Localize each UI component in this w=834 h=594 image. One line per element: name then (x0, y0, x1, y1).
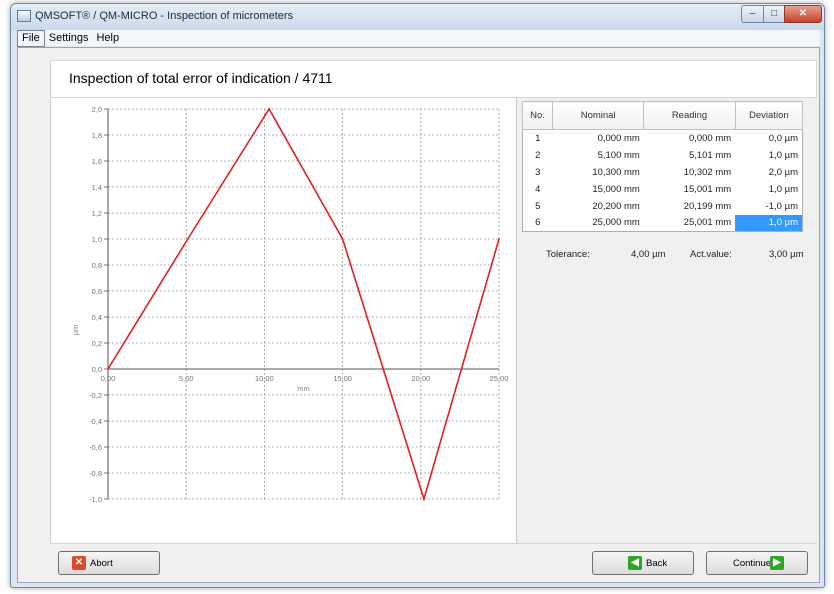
x-tick-label: 15,00 (333, 374, 352, 383)
y-tick-label: 1,4 (92, 183, 102, 192)
cell-no: 2 (523, 147, 553, 164)
page-title: Inspection of total error of indication … (69, 70, 333, 86)
y-tick-label: -0,8 (89, 469, 102, 478)
y-tick-label: 1,2 (92, 209, 102, 218)
y-tick-label: -0,4 (89, 417, 102, 426)
table-row[interactable]: 1 0,000 mm 0,000 mm 0,0 µm (523, 130, 803, 147)
data-point (423, 498, 425, 500)
continue-button[interactable]: Continue ▶ (706, 551, 808, 575)
y-tick-label: 0,2 (92, 339, 102, 348)
table-row[interactable]: 4 15,000 mm 15,001 mm 1,0 µm (523, 181, 803, 198)
application-window: QMSOFT® / QM-MICRO - Inspection of micro… (10, 3, 825, 588)
data-point (498, 238, 500, 240)
footer-bar: ✕ Abort ◀ Back Continue ▶ (50, 543, 817, 581)
header-reading[interactable]: Reading (644, 102, 735, 130)
close-icon: ✕ (72, 556, 86, 570)
x-tick-label: 10,00 (255, 374, 274, 383)
abort-button[interactable]: ✕ Abort (58, 551, 160, 575)
cell-nominal: 15,000 mm (553, 181, 644, 198)
cell-deviation: 2,0 µm (735, 164, 802, 181)
x-tick-label: 25,00 (490, 374, 509, 383)
header-deviation[interactable]: Deviation (735, 102, 802, 130)
cell-nominal: 25,000 mm (553, 215, 644, 232)
minimize-button[interactable]: – (741, 5, 764, 23)
data-point (268, 108, 270, 110)
cell-deviation-selected[interactable]: 1,0 µm (735, 215, 802, 232)
cell-reading[interactable]: 20,199 mm (644, 198, 735, 215)
chart-panel: 2,0 1,8 1,6 1,4 1,2 1,0 0,8 0,6 0,4 0,2 0,0 -0,2 -0,… (50, 98, 516, 543)
header-no[interactable]: No. (523, 102, 553, 130)
actual-value-label: Act.value: (690, 249, 732, 260)
back-label: Back (646, 558, 667, 569)
y-tick-label: -1,0 (89, 495, 102, 504)
x-axis-label: mm (297, 384, 310, 393)
menu-bar: File Settings Help (17, 30, 820, 46)
continue-label: Continue (733, 558, 771, 569)
tolerance-value: 4,00 µm (631, 249, 666, 260)
client-area: Inspection of total error of indication … (17, 47, 820, 583)
data-point (342, 238, 344, 240)
back-button[interactable]: ◀ Back (592, 551, 694, 575)
cell-deviation: 1,0 µm (735, 147, 802, 164)
cell-reading[interactable]: 10,302 mm (644, 164, 735, 181)
x-tick-label: 5,00 (179, 374, 194, 383)
data-point (107, 368, 109, 370)
arrow-right-icon: ▶ (770, 556, 784, 570)
arrow-left-icon: ◀ (628, 556, 642, 570)
cell-reading[interactable]: 5,101 mm (644, 147, 735, 164)
maximize-button[interactable]: □ (763, 5, 785, 23)
window-title: QMSOFT® / QM-MICRO - Inspection of micro… (35, 10, 293, 22)
header-panel: Inspection of total error of indication … (50, 60, 817, 98)
y-tick-label: 0,4 (92, 313, 102, 322)
cell-no: 1 (523, 130, 553, 147)
table-header-row: No. Nominal Reading Deviation (523, 102, 803, 130)
y-tick-label: 0,0 (92, 365, 102, 374)
table-row[interactable]: 3 10,300 mm 10,302 mm 2,0 µm (523, 164, 803, 181)
title-bar[interactable]: QMSOFT® / QM-MICRO - Inspection of micro… (11, 4, 824, 30)
measurement-table: No. Nominal Reading Deviation 1 0,000 mm… (522, 101, 803, 232)
y-axis-label: µm (71, 325, 80, 336)
data-point (187, 238, 189, 240)
series-line (108, 109, 499, 499)
results-panel: No. Nominal Reading Deviation 1 0,000 mm… (516, 98, 817, 543)
header-nominal[interactable]: Nominal (553, 102, 644, 130)
y-tick-label: -0,6 (89, 443, 102, 452)
actual-value: 3,00 µm (769, 249, 804, 260)
close-window-button[interactable]: ✕ (784, 5, 822, 23)
cell-deviation: 1,0 µm (735, 181, 802, 198)
tolerance-label: Tolerance: (546, 249, 590, 260)
table-row[interactable]: 5 20,200 mm 20,199 mm -1,0 µm (523, 198, 803, 215)
table-row[interactable]: 2 5,100 mm 5,101 mm 1,0 µm (523, 147, 803, 164)
menu-settings[interactable]: Settings (45, 31, 93, 46)
y-tick-label: 1,0 (92, 235, 102, 244)
menu-help[interactable]: Help (92, 31, 123, 46)
y-tick-label: 2,0 (92, 105, 102, 114)
y-tick-label: 0,6 (92, 287, 102, 296)
app-icon (17, 10, 31, 22)
cell-deviation: 0,0 µm (735, 130, 802, 147)
y-tick-label: -0,2 (89, 391, 102, 400)
cell-reading[interactable]: 25,001 mm (644, 215, 735, 232)
cell-no: 6 (523, 215, 553, 232)
x-tick-label: 20,00 (411, 374, 430, 383)
cell-reading[interactable]: 15,001 mm (644, 181, 735, 198)
y-tick-label: 1,6 (92, 157, 102, 166)
menu-file[interactable]: File (17, 30, 45, 47)
table-row-selected[interactable]: 6 25,000 mm 25,001 mm 1,0 µm (523, 215, 803, 232)
deviation-chart: 2,0 1,8 1,6 1,4 1,2 1,0 0,8 0,6 0,4 0,2 0,0 -0,2 -0,… (51, 98, 517, 543)
abort-label: Abort (90, 558, 113, 569)
cell-nominal: 5,100 mm (553, 147, 644, 164)
cell-no: 5 (523, 198, 553, 215)
y-tick-label: 1,8 (92, 131, 102, 140)
cell-deviation: -1,0 µm (735, 198, 802, 215)
cell-nominal: 0,000 mm (553, 130, 644, 147)
cell-nominal: 10,300 mm (553, 164, 644, 181)
cell-nominal: 20,200 mm (553, 198, 644, 215)
cell-reading[interactable]: 0,000 mm (644, 130, 735, 147)
y-tick-label: 0,8 (92, 261, 102, 270)
cell-no: 3 (523, 164, 553, 181)
cell-no: 4 (523, 181, 553, 198)
